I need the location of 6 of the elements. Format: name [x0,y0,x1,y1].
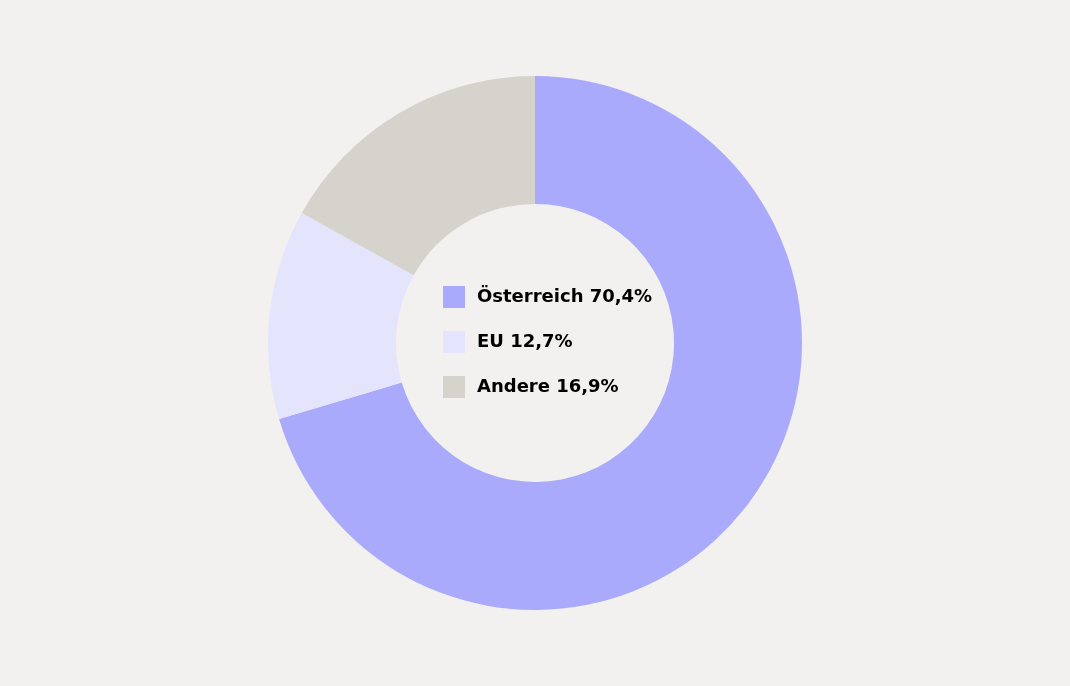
legend-label: Andere 16,9% [477,375,619,396]
donut-slice [279,76,802,610]
donut-slice [268,212,414,420]
donut-slice [301,76,535,276]
legend-label: Österreich 70,4% [477,285,653,306]
legend-label: EU 12,7% [477,330,573,351]
